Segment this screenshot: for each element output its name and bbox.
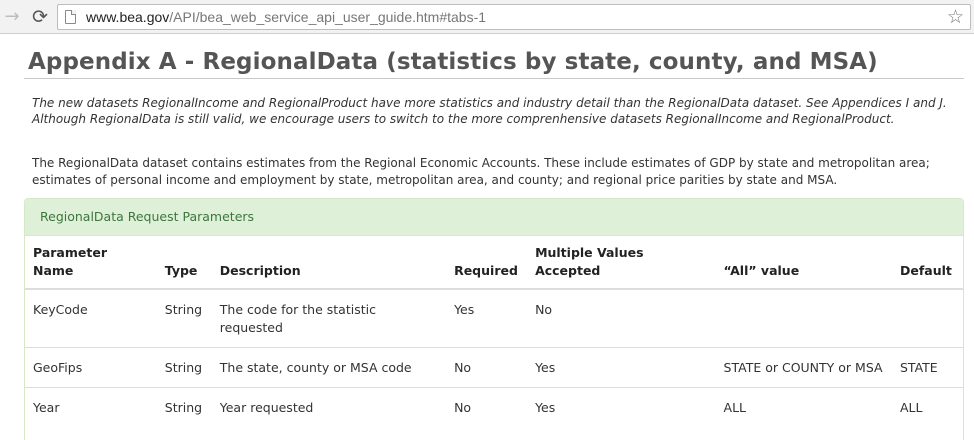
reload-icon[interactable]: ⟳ — [32, 6, 48, 28]
page-icon — [65, 10, 76, 24]
col-parameter-name-line1: Parameter — [33, 245, 107, 260]
cell-default — [892, 289, 963, 348]
table-row: KeyCode String The code for the statisti… — [25, 289, 963, 348]
cell-description: Year requested — [211, 387, 447, 427]
url-host: www.bea.gov — [86, 9, 170, 25]
dataset-intro: The RegionalData dataset contains estima… — [32, 156, 930, 187]
cell-multiple-values: No — [535, 302, 553, 317]
url-path: /API/bea_web_service_api_user_guide.htm#… — [169, 9, 487, 25]
cell-required: No — [446, 347, 528, 388]
back-arrow-icon[interactable]: → — [4, 6, 20, 27]
table-row: GeoFips String The state, county or MSA … — [25, 347, 963, 388]
col-parameter-name: Parameter Name — [25, 236, 157, 290]
cell-description: The code for the statistic requested — [219, 302, 376, 335]
cell-name: Year — [25, 387, 157, 427]
col-multiple-values-line2: Accepted — [535, 263, 601, 278]
col-all-value: “All” value — [715, 236, 892, 290]
cell-name: GeoFips — [25, 347, 157, 388]
cell-default: STATE — [891, 347, 963, 388]
cell-required: No — [446, 387, 528, 427]
page-title: Appendix A - RegionalData (statistics by… — [28, 49, 878, 75]
url-text[interactable]: www.bea.gov/API/bea_web_service_api_user… — [86, 9, 486, 26]
col-multiple-values: Multiple Values Accepted — [527, 236, 716, 290]
table-header-row: Parameter Name Type Description Required … — [25, 236, 963, 290]
col-type: Type — [156, 236, 212, 290]
cell-name: KeyCode — [33, 302, 88, 317]
cell-multiple-values: Yes — [527, 387, 716, 427]
col-required: Required — [446, 236, 528, 290]
table-row: Year String Year requested No Yes ALL AL… — [25, 387, 963, 427]
dataset-note: The new datasets RegionalIncome and Regi… — [32, 96, 947, 126]
cell-all-value — [716, 289, 892, 348]
cell-all-value: ALL — [715, 387, 892, 427]
cell-multiple-values: Yes — [527, 347, 716, 388]
bookmark-star-icon[interactable]: ☆ — [946, 6, 964, 28]
col-multiple-values-line1: Multiple Values — [535, 245, 644, 260]
cell-type: String — [156, 347, 212, 388]
col-description: Description — [211, 236, 447, 290]
cell-type: String — [156, 387, 212, 427]
browser-toolbar: → ⟳ www.bea.gov/API/bea_web_service_api_… — [0, 0, 974, 34]
parameters-table: Parameter Name Type Description Required … — [25, 236, 963, 427]
cell-all-value: STATE or COUNTY or MSA — [715, 347, 892, 388]
request-parameters-panel: RegionalData Request Parameters Paramete… — [24, 198, 964, 440]
cell-default: ALL — [891, 387, 963, 427]
cell-type: String — [164, 302, 203, 317]
panel-heading: RegionalData Request Parameters — [25, 199, 963, 236]
col-parameter-name-line2: Name — [33, 263, 74, 278]
address-bar[interactable]: www.bea.gov/API/bea_web_service_api_user… — [57, 4, 971, 30]
cell-required: Yes — [454, 302, 475, 317]
cell-description: The state, county or MSA code — [211, 347, 447, 388]
col-default: Default — [891, 236, 963, 290]
title-divider — [24, 78, 964, 79]
